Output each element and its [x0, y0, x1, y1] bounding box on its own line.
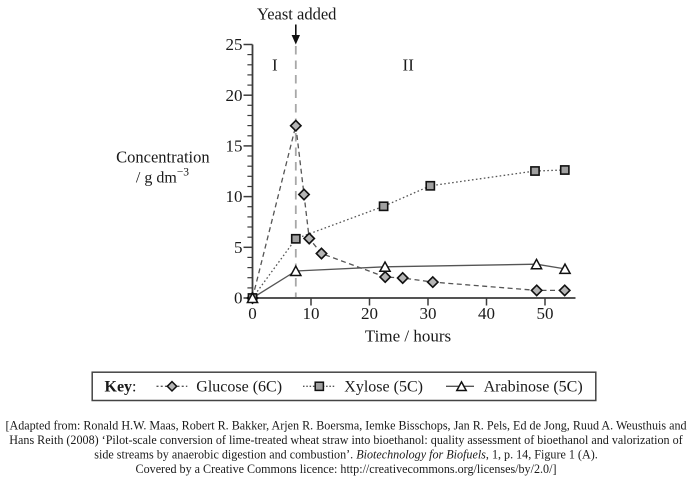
svg-text:0: 0: [248, 304, 257, 323]
svg-text:40: 40: [478, 304, 495, 323]
svg-text:10: 10: [303, 304, 320, 323]
svg-text:Yeast added: Yeast added: [257, 5, 337, 24]
svg-text:25: 25: [226, 35, 243, 54]
svg-text:Hans Reith (2008) ‘Pilot-scale: Hans Reith (2008) ‘Pilot-scale conversio…: [9, 433, 683, 447]
svg-text:15: 15: [226, 137, 243, 156]
svg-text:20: 20: [226, 86, 243, 105]
svg-text:/ g dm−3: / g dm−3: [136, 167, 189, 187]
svg-text:Glucose (6C): Glucose (6C): [196, 379, 282, 396]
svg-text:30: 30: [420, 304, 437, 323]
svg-text:Arabinose (5C): Arabinose (5C): [484, 379, 583, 396]
svg-text:5: 5: [234, 238, 243, 257]
svg-text:Key:: Key:: [105, 379, 137, 396]
svg-text:10: 10: [226, 187, 243, 206]
svg-text:side streams by anaerobic dige: side streams by anaerobic digestion and …: [94, 448, 598, 462]
svg-text:Xylose (5C): Xylose (5C): [344, 379, 423, 396]
svg-text:Covered by a Creative Commons: Covered by a Creative Commons licence: h…: [136, 462, 557, 476]
svg-text:I: I: [272, 56, 278, 75]
svg-text:50: 50: [537, 304, 554, 323]
svg-text:II: II: [403, 56, 415, 75]
svg-text:Time / hours: Time / hours: [365, 327, 451, 346]
svg-text:0: 0: [234, 289, 243, 308]
svg-text:Concentration: Concentration: [116, 148, 209, 167]
svg-text:[Adapted from: Ronald H.W. Maa: [Adapted from: Ronald H.W. Maas, Robert …: [5, 419, 686, 433]
svg-text:20: 20: [361, 304, 378, 323]
